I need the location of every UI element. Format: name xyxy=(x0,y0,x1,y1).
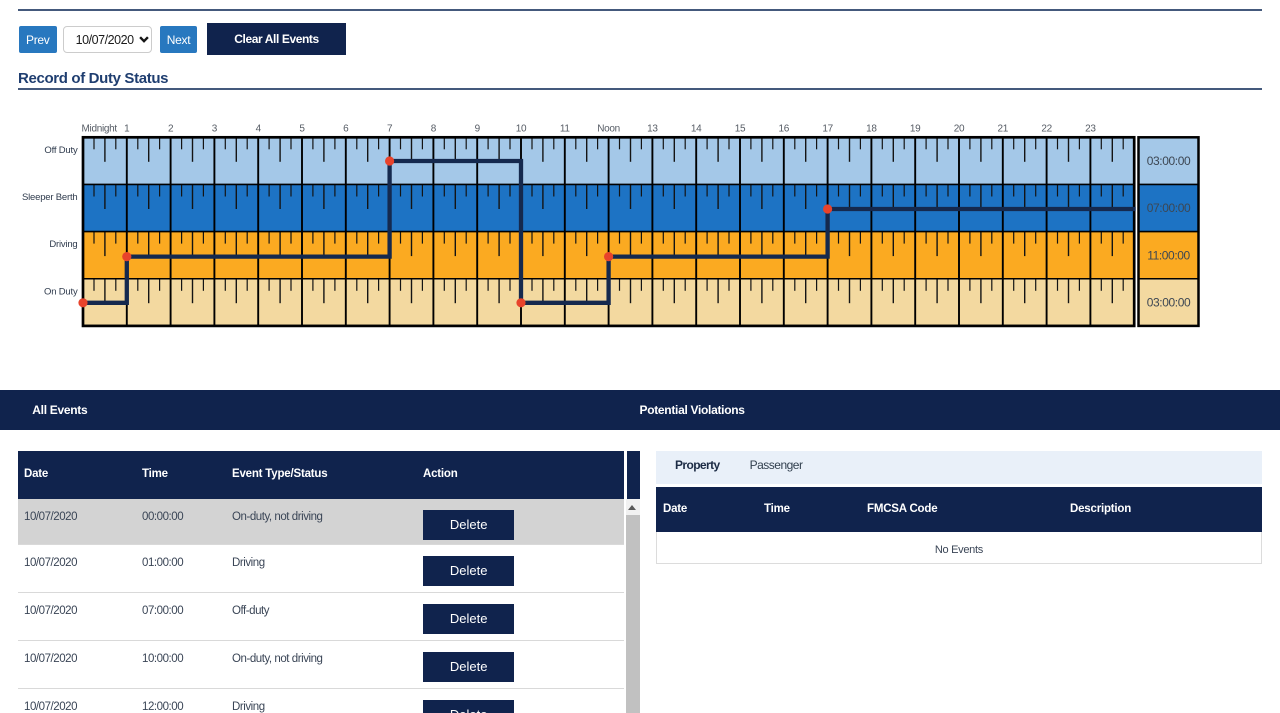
svg-text:Sleeper Berth: Sleeper Berth xyxy=(22,192,78,203)
svg-text:Midnight: Midnight xyxy=(82,124,118,135)
svg-text:Driving: Driving xyxy=(49,239,77,250)
svg-text:4: 4 xyxy=(256,124,262,135)
svg-text:8: 8 xyxy=(431,124,437,135)
svg-text:5: 5 xyxy=(299,124,305,135)
svg-text:6: 6 xyxy=(343,124,349,135)
svg-text:16: 16 xyxy=(779,124,790,135)
svg-text:03:00:00: 03:00:00 xyxy=(1147,154,1191,168)
svg-text:19: 19 xyxy=(910,124,921,135)
svg-text:1: 1 xyxy=(124,124,130,135)
svg-text:21: 21 xyxy=(998,124,1009,135)
svg-text:18: 18 xyxy=(866,124,877,135)
svg-text:On Duty: On Duty xyxy=(44,286,78,297)
svg-text:9: 9 xyxy=(475,124,481,135)
svg-text:3: 3 xyxy=(212,124,218,135)
svg-text:07:00:00: 07:00:00 xyxy=(1147,201,1191,215)
svg-text:23: 23 xyxy=(1085,124,1096,135)
svg-text:Off Duty: Off Duty xyxy=(44,145,78,156)
svg-text:03:00:00: 03:00:00 xyxy=(1147,296,1191,310)
svg-text:15: 15 xyxy=(735,124,746,135)
svg-text:13: 13 xyxy=(647,124,658,135)
svg-text:22: 22 xyxy=(1041,124,1052,135)
svg-text:11: 11 xyxy=(560,124,571,135)
svg-text:11:00:00: 11:00:00 xyxy=(1147,248,1190,262)
svg-text:10: 10 xyxy=(516,124,527,135)
svg-text:14: 14 xyxy=(691,124,702,135)
svg-text:2: 2 xyxy=(168,124,174,135)
svg-text:17: 17 xyxy=(822,124,833,135)
svg-text:Noon: Noon xyxy=(597,124,620,135)
svg-text:20: 20 xyxy=(954,124,965,135)
svg-text:7: 7 xyxy=(387,124,393,135)
